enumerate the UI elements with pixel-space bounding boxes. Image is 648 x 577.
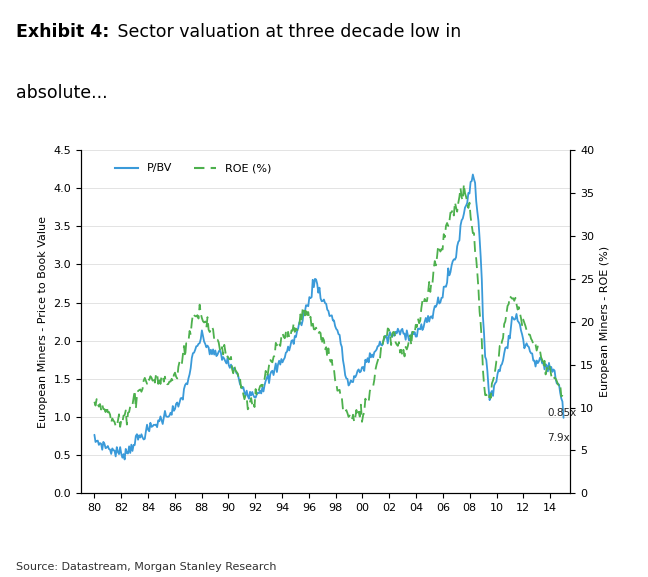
Text: Sector valuation at three decade low in: Sector valuation at three decade low in	[112, 23, 461, 40]
Legend: P/BV, ROE (%): P/BV, ROE (%)	[111, 159, 276, 178]
Text: 7.9x: 7.9x	[548, 433, 570, 443]
Text: Exhibit 4:: Exhibit 4:	[16, 23, 110, 40]
Y-axis label: European Miners - Price to Book Value: European Miners - Price to Book Value	[38, 216, 48, 428]
Y-axis label: European Miners - ROE (%): European Miners - ROE (%)	[599, 246, 610, 397]
Text: 0.85x: 0.85x	[548, 409, 577, 418]
Text: absolute...: absolute...	[16, 84, 108, 102]
Text: Source: Datastream, Morgan Stanley Research: Source: Datastream, Morgan Stanley Resea…	[16, 563, 277, 572]
